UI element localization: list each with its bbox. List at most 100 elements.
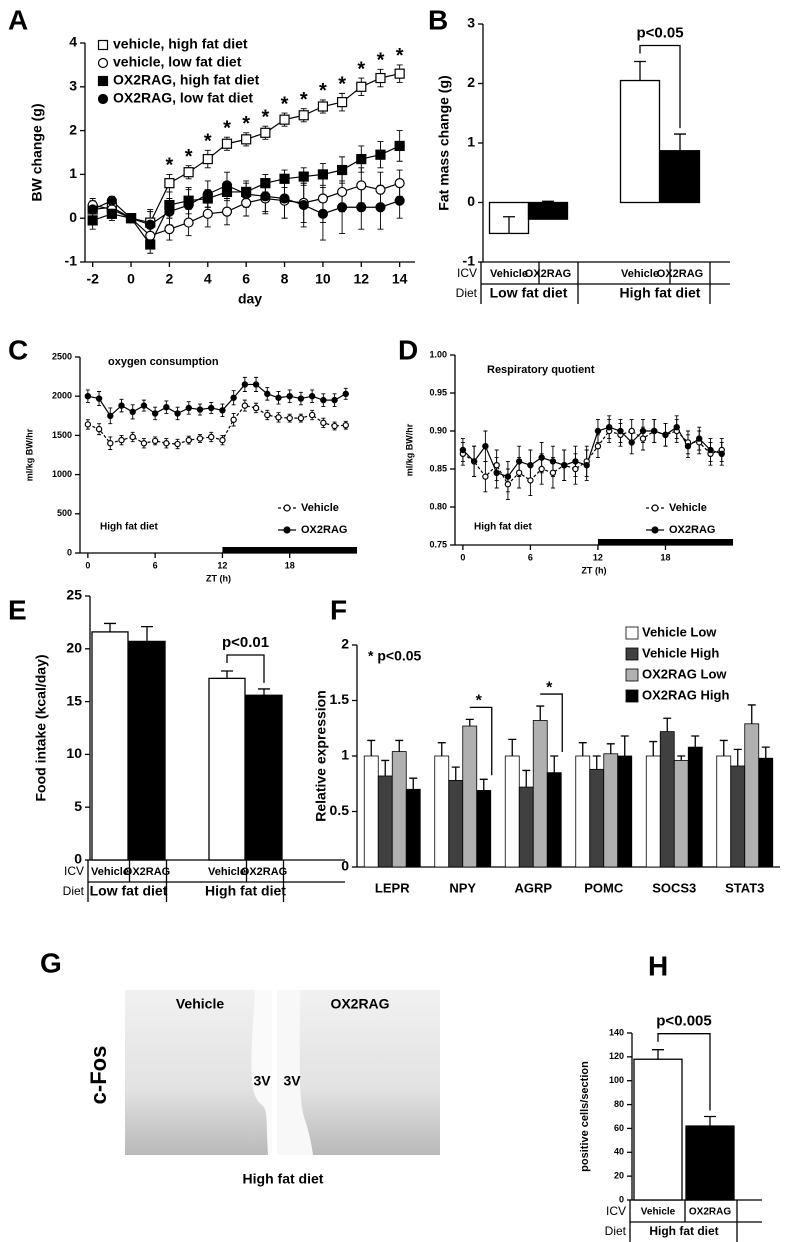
x-tick-label: 18 [285, 560, 295, 570]
y-tick-label: 0.85 [429, 463, 447, 473]
y-tick-label: 25 [66, 587, 82, 603]
bar [476, 790, 492, 868]
marker [106, 195, 117, 206]
marker [356, 81, 367, 92]
marker [470, 458, 478, 465]
y-tick-label: 2 [341, 636, 349, 652]
marker [275, 394, 282, 401]
bar [434, 755, 450, 868]
marker [95, 425, 103, 433]
marker [129, 408, 136, 416]
cell-label: Vehicle [490, 268, 528, 280]
error-bar [437, 742, 446, 756]
marker [202, 153, 213, 165]
marker [297, 414, 305, 422]
ventricle [277, 990, 313, 1155]
bar [448, 780, 464, 868]
group-label: High fat diet [649, 1224, 718, 1238]
marker [164, 206, 175, 217]
legend-label: Vehicle Low [642, 624, 717, 639]
x-tick-label: AGRP [514, 880, 552, 895]
marker [482, 473, 489, 480]
marker [221, 138, 233, 149]
marker [151, 410, 159, 417]
marker [241, 134, 252, 145]
marker [260, 191, 271, 202]
marker [583, 462, 590, 469]
y-tick-label: 0.80 [429, 501, 447, 511]
marker [241, 381, 249, 388]
micrograph-vehicle [125, 990, 272, 1155]
marker [320, 419, 327, 427]
panel-label: F [330, 594, 347, 625]
significance-mark: * [396, 45, 404, 67]
bar [546, 772, 562, 868]
error-bar [634, 60, 646, 81]
error-bar [649, 740, 658, 756]
row-label: Diet [63, 884, 85, 898]
chart-title: Respiratory quotient [487, 364, 595, 376]
marker [662, 431, 669, 438]
row-label: ICV [457, 266, 477, 280]
x-tick-label: 6 [528, 552, 533, 562]
bar [617, 755, 633, 868]
column-label: Vehicle [176, 996, 224, 1012]
legend-swatch [625, 689, 639, 703]
bar [730, 765, 746, 868]
error-bar [542, 200, 554, 220]
marker [317, 208, 329, 219]
marker [208, 404, 215, 412]
error-bar [367, 739, 376, 756]
marker [183, 217, 194, 228]
marker [145, 230, 156, 241]
y-tick-label: 0 [467, 193, 475, 209]
marker [106, 208, 117, 219]
marker [673, 424, 680, 431]
y-tick-label: 0.5 [330, 802, 350, 818]
y-tick-label: 1.00 [429, 349, 447, 359]
error-bar [503, 216, 515, 234]
marker [572, 458, 579, 465]
stain-label: c-Fos [86, 1046, 111, 1105]
legend-marker [97, 75, 109, 87]
y-tick-label: 10 [66, 745, 82, 761]
error-bar [395, 739, 404, 752]
marker [527, 462, 534, 469]
y-axis-label: positive cells/section [579, 1061, 591, 1172]
panel-label: H [648, 950, 668, 981]
marker [504, 473, 512, 480]
marker [336, 202, 348, 213]
y-tick-label: 1000 [52, 469, 72, 479]
error-bar [141, 625, 153, 642]
marker [356, 202, 367, 213]
y-axis-label: Food intake (kcal/day) [33, 654, 49, 801]
y-tick-label: 140 [609, 1027, 624, 1037]
marker [394, 195, 405, 206]
y-axis-label: ml/kg BW/hr [404, 423, 414, 476]
marker [493, 469, 500, 476]
marker [459, 446, 467, 454]
marker [515, 458, 523, 465]
x-tick-label: 12 [353, 271, 369, 287]
marker [264, 411, 271, 419]
legend-label: OX2RAG High [642, 687, 729, 702]
marker [286, 393, 293, 400]
x-tick-label: NPY [449, 880, 476, 895]
x-tick-label: 2 [166, 271, 174, 287]
marker [145, 219, 156, 230]
error-bar [761, 746, 770, 759]
column-label: OX2RAG [330, 996, 389, 1012]
marker [174, 440, 181, 448]
marker [375, 184, 386, 195]
marker [95, 395, 103, 402]
note: High fat diet [474, 522, 532, 533]
cell-label: OX2RAG [124, 866, 170, 878]
panel-label: B [428, 4, 448, 35]
marker [317, 101, 329, 112]
marker [375, 149, 386, 160]
marker [140, 402, 148, 409]
legend-marker [283, 526, 291, 534]
bar [673, 760, 689, 868]
marker [594, 443, 602, 450]
y-tick-label: 0 [69, 209, 77, 225]
